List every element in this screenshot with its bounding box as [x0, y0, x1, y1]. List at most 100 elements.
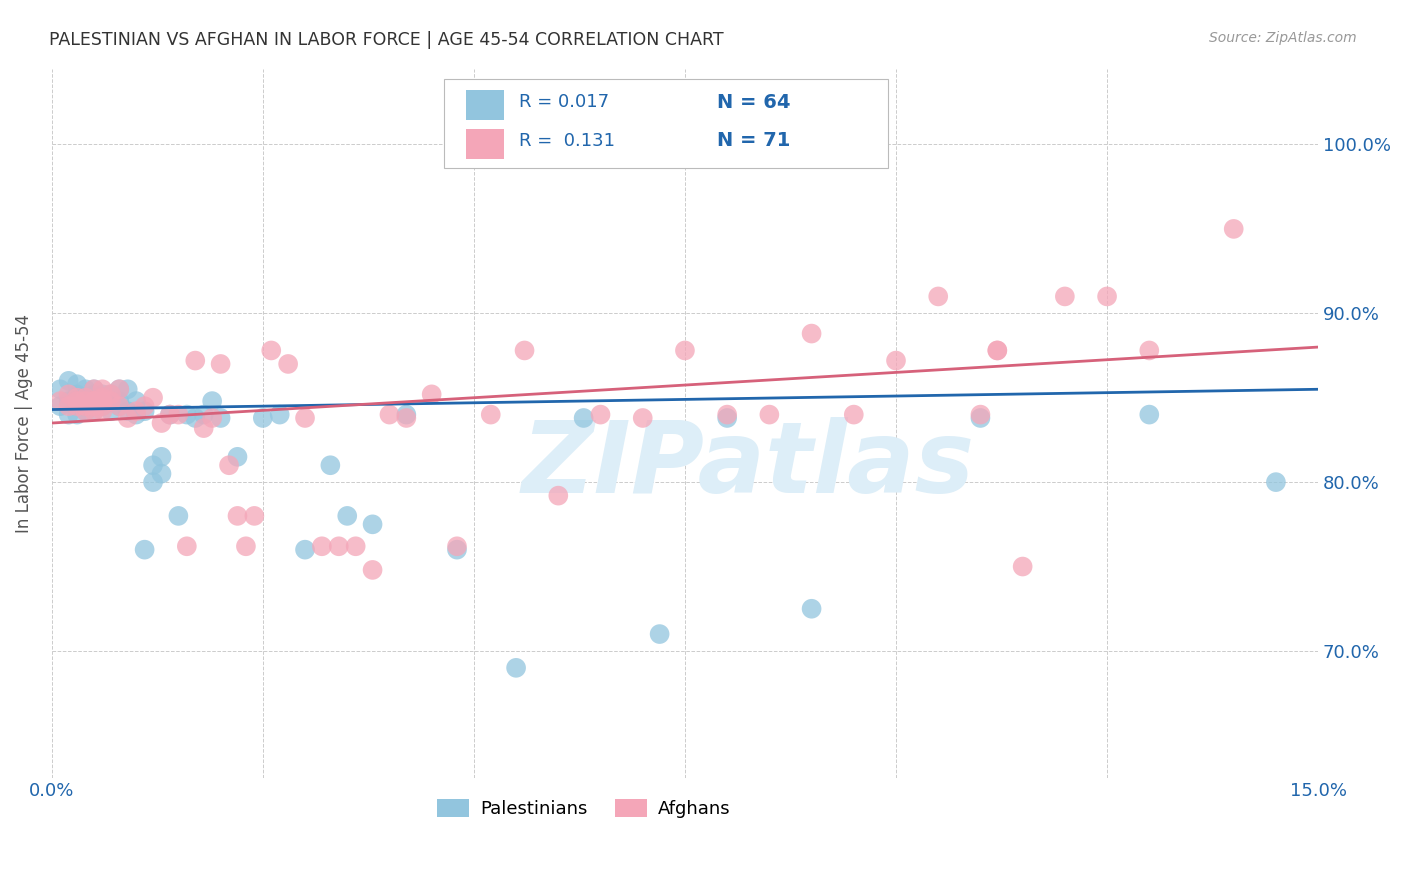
Palestinians	[108, 399, 131, 413]
Palestinians	[1264, 475, 1286, 490]
Palestinians	[91, 387, 114, 401]
Palestinians	[100, 387, 122, 401]
Afghans	[378, 408, 401, 422]
Text: PALESTINIAN VS AFGHAN IN LABOR FORCE | AGE 45-54 CORRELATION CHART: PALESTINIAN VS AFGHAN IN LABOR FORCE | A…	[49, 31, 724, 49]
Afghans	[91, 399, 114, 413]
Palestinians	[319, 458, 342, 473]
Text: R =  0.131: R = 0.131	[519, 132, 614, 150]
Afghans	[842, 408, 865, 422]
Afghans	[209, 357, 232, 371]
Afghans	[589, 408, 612, 422]
Text: R = 0.017: R = 0.017	[519, 94, 609, 112]
FancyBboxPatch shape	[444, 79, 887, 168]
Palestinians	[66, 394, 89, 409]
Afghans	[243, 508, 266, 523]
Palestinians	[100, 404, 122, 418]
Palestinians	[648, 627, 671, 641]
FancyBboxPatch shape	[465, 90, 503, 120]
Afghans	[75, 394, 97, 409]
Afghans	[1011, 559, 1033, 574]
Palestinians	[1137, 408, 1160, 422]
Afghans	[134, 399, 156, 413]
Afghans	[294, 411, 316, 425]
Afghans	[201, 411, 224, 425]
Palestinians	[58, 408, 80, 422]
Afghans	[176, 539, 198, 553]
Afghans	[758, 408, 780, 422]
Palestinians	[716, 411, 738, 425]
Palestinians	[83, 399, 105, 413]
Afghans	[159, 408, 181, 422]
Palestinians	[75, 391, 97, 405]
Palestinians	[91, 394, 114, 409]
Palestinians	[66, 377, 89, 392]
Afghans	[75, 404, 97, 418]
Afghans	[100, 387, 122, 401]
Palestinians	[505, 661, 527, 675]
Text: N = 71: N = 71	[717, 131, 790, 150]
Afghans	[260, 343, 283, 358]
Palestinians	[142, 475, 165, 490]
Palestinians	[108, 382, 131, 396]
Afghans	[218, 458, 240, 473]
Afghans	[108, 382, 131, 396]
Palestinians	[75, 394, 97, 409]
Palestinians	[75, 399, 97, 413]
Afghans	[83, 399, 105, 413]
Palestinians	[83, 387, 105, 401]
Afghans	[91, 382, 114, 396]
Palestinians	[142, 458, 165, 473]
Palestinians	[176, 408, 198, 422]
Afghans	[420, 387, 443, 401]
Afghans	[927, 289, 949, 303]
Palestinians	[91, 399, 114, 413]
Afghans	[193, 421, 215, 435]
Afghans	[344, 539, 367, 553]
Palestinians	[125, 408, 148, 422]
Afghans	[83, 394, 105, 409]
Afghans	[184, 353, 207, 368]
Palestinians	[108, 394, 131, 409]
Afghans	[142, 391, 165, 405]
Palestinians	[269, 408, 291, 422]
Palestinians	[66, 408, 89, 422]
Afghans	[969, 408, 991, 422]
Afghans	[479, 408, 502, 422]
Palestinians	[167, 508, 190, 523]
Afghans	[361, 563, 384, 577]
Palestinians	[252, 411, 274, 425]
Palestinians	[117, 382, 139, 396]
Palestinians	[75, 404, 97, 418]
Afghans	[83, 394, 105, 409]
Palestinians	[226, 450, 249, 464]
Palestinians	[83, 382, 105, 396]
Afghans	[277, 357, 299, 371]
Afghans	[125, 404, 148, 418]
Palestinians	[58, 394, 80, 409]
Afghans	[446, 539, 468, 553]
Afghans	[1137, 343, 1160, 358]
Palestinians	[150, 467, 173, 481]
Palestinians	[572, 411, 595, 425]
Palestinians	[91, 391, 114, 405]
Palestinians	[66, 387, 89, 401]
Palestinians	[184, 411, 207, 425]
Y-axis label: In Labor Force | Age 45-54: In Labor Force | Age 45-54	[15, 314, 32, 533]
Afghans	[167, 408, 190, 422]
Afghans	[108, 399, 131, 413]
Afghans	[631, 411, 654, 425]
Afghans	[49, 394, 72, 409]
Afghans	[91, 394, 114, 409]
Palestinians	[75, 382, 97, 396]
Palestinians	[49, 382, 72, 396]
Text: Source: ZipAtlas.com: Source: ZipAtlas.com	[1209, 31, 1357, 45]
Afghans	[328, 539, 350, 553]
Palestinians	[361, 517, 384, 532]
Afghans	[986, 343, 1008, 358]
Afghans	[75, 399, 97, 413]
Palestinians	[446, 542, 468, 557]
Palestinians	[100, 394, 122, 409]
Afghans	[513, 343, 536, 358]
Afghans	[66, 391, 89, 405]
Afghans	[673, 343, 696, 358]
